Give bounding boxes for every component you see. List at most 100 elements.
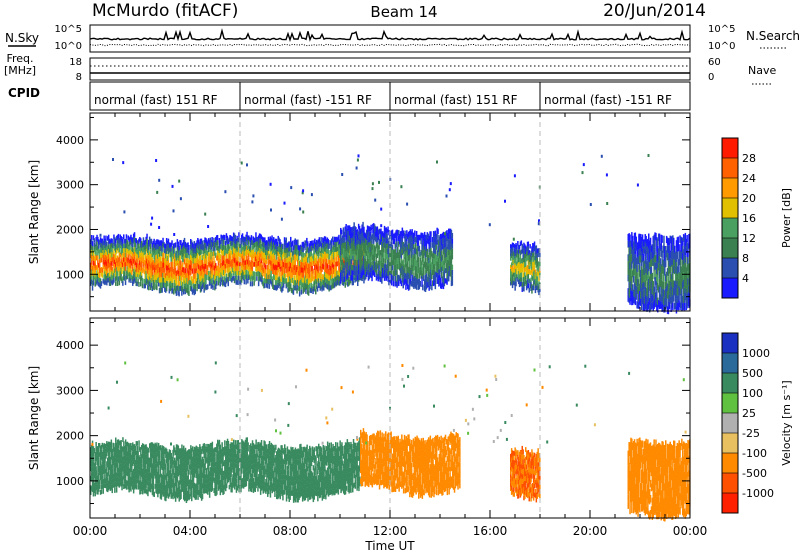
heatmap-cell	[345, 256, 347, 262]
heatmap-cell	[422, 250, 424, 257]
heatmap-cell	[171, 184, 174, 188]
heatmap-cell	[388, 246, 390, 252]
heatmap-cell	[302, 210, 305, 214]
heatmap-cell	[173, 285, 176, 291]
heatmap-cell	[392, 281, 395, 287]
heatmap-cell	[423, 243, 426, 250]
heatmap-cell	[141, 252, 144, 258]
heatmap-cell	[368, 226, 371, 232]
heatmap-cell	[347, 241, 349, 247]
heatmap-cell	[510, 249, 513, 254]
heatmap-cell	[420, 238, 422, 245]
heatmap-cell	[413, 261, 415, 267]
heatmap-cell	[242, 276, 245, 281]
heatmap-cell	[313, 286, 315, 292]
heatmap-cell	[174, 267, 177, 273]
heatmap-cell	[96, 489, 98, 495]
heatmap-cell	[221, 265, 223, 270]
heatmap-cell	[533, 274, 536, 280]
heatmap-cell	[145, 261, 147, 266]
heatmap-cell	[161, 282, 163, 288]
heatmap-cell	[159, 240, 162, 246]
heatmap-cell	[301, 267, 304, 273]
cpid-segment-label: normal (fast) 151 RF	[394, 93, 518, 107]
heatmap-cell	[432, 236, 435, 242]
heatmap-cell	[348, 260, 351, 266]
heatmap-cell	[250, 254, 253, 260]
heatmap-cell	[343, 242, 346, 249]
heatmap-cell	[525, 279, 527, 285]
heatmap-cell	[652, 288, 654, 296]
heatmap-cell	[675, 254, 678, 263]
heatmap-cell	[444, 278, 446, 284]
heatmap-cell	[290, 262, 293, 268]
heatmap-cell	[278, 247, 280, 253]
heatmap-cell	[178, 291, 180, 297]
heatmap-cell	[210, 264, 212, 270]
heatmap-cell	[240, 280, 242, 286]
heatmap-cell	[331, 268, 333, 274]
heatmap-cell	[681, 252, 683, 260]
heatmap-cell	[649, 259, 652, 267]
heatmap-cell	[333, 241, 336, 247]
heatmap-cell	[310, 251, 312, 257]
heatmap-cell	[173, 279, 176, 286]
heatmap-cell	[232, 241, 234, 246]
heatmap-cell	[232, 242, 235, 247]
heatmap-cell	[321, 267, 323, 272]
heatmap-cell	[348, 279, 351, 285]
heatmap-cell	[382, 257, 384, 263]
heatmap-cell	[199, 265, 202, 272]
heatmap-cell	[134, 273, 137, 279]
heatmap-cell	[539, 262, 541, 268]
heatmap-cell	[234, 239, 237, 245]
heatmap-cell	[661, 265, 663, 274]
heatmap-cell	[370, 251, 372, 257]
heatmap-cell	[155, 250, 157, 256]
heatmap-cell	[190, 245, 193, 251]
heatmap-cell	[178, 276, 180, 282]
heatmap-cell	[153, 249, 155, 255]
heatmap-cell	[123, 243, 125, 249]
heatmap-cell	[406, 230, 408, 236]
heatmap-cell	[632, 270, 634, 278]
heatmap-cell	[308, 273, 311, 279]
heatmap-cell	[138, 272, 140, 278]
heatmap-cell	[165, 270, 168, 276]
heatmap-cell	[355, 243, 357, 249]
heatmap-cell	[190, 250, 193, 256]
heatmap-cell	[381, 268, 383, 274]
heatmap-cell	[366, 240, 369, 246]
heatmap-cell	[294, 264, 296, 270]
heatmap-cell	[346, 259, 348, 265]
heatmap-cell	[340, 244, 342, 251]
heatmap-cell	[247, 245, 249, 250]
heatmap-cell	[92, 235, 95, 241]
heatmap-cell	[232, 246, 235, 252]
heatmap-cell	[170, 266, 172, 272]
heatmap-cell	[642, 304, 645, 312]
heatmap-cell	[202, 268, 204, 274]
heatmap-cell	[142, 252, 145, 257]
heatmap-cell	[316, 271, 319, 277]
heatmap-cell	[90, 486, 93, 491]
heatmap-cell	[215, 280, 218, 286]
heatmap-cell	[400, 264, 403, 270]
heatmap-cell	[434, 230, 437, 237]
heatmap-cell	[223, 259, 225, 265]
heatmap-cell	[674, 280, 677, 288]
heatmap-cell	[397, 246, 399, 253]
heatmap-cell	[436, 233, 438, 239]
heatmap-cell	[388, 257, 390, 264]
heatmap-cell	[230, 240, 232, 246]
heatmap-cell	[522, 245, 524, 251]
cpid-strip: normal (fast) 151 RF normal (fast) -151 R…	[89, 81, 691, 111]
heatmap-cell	[382, 252, 385, 258]
heatmap-cell	[527, 274, 530, 279]
heatmap-cell	[194, 273, 196, 279]
heatmap-cell	[305, 283, 307, 289]
heatmap-cell	[448, 265, 450, 271]
heatmap-cell	[513, 244, 515, 249]
heatmap-cell	[275, 285, 278, 291]
